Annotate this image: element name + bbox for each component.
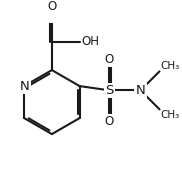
Text: O: O xyxy=(105,53,114,66)
Text: N: N xyxy=(19,80,29,93)
Text: OH: OH xyxy=(81,35,99,48)
Text: O: O xyxy=(47,0,57,13)
Text: N: N xyxy=(136,84,145,97)
Text: CH₃: CH₃ xyxy=(160,110,179,120)
Text: O: O xyxy=(105,115,114,128)
Text: S: S xyxy=(105,84,114,97)
Text: CH₃: CH₃ xyxy=(160,61,179,71)
